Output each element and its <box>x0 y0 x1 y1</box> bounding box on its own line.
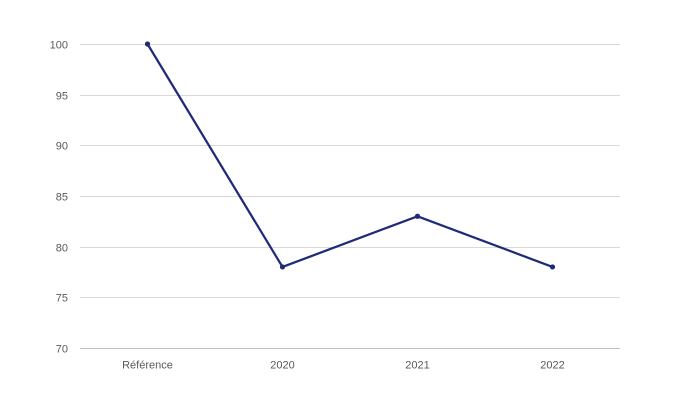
y-tick-labels: 70 75 80 85 90 95 100 <box>50 40 68 356</box>
y-tick-label: 90 <box>56 141 68 153</box>
data-point[interactable] <box>144 41 151 47</box>
x-tick-labels: Référence 2020 2021 2022 <box>122 360 565 372</box>
y-tick-label: 100 <box>50 40 68 52</box>
series-layer <box>144 41 556 270</box>
y-tick-label: 75 <box>56 293 68 305</box>
x-tick-label: 2020 <box>270 360 294 372</box>
y-tick-label: 95 <box>56 91 68 103</box>
x-tick-label: Référence <box>122 360 173 372</box>
y-tick-label: 85 <box>56 192 68 204</box>
series-line <box>146 42 554 269</box>
x-tick-label: 2021 <box>405 360 429 372</box>
data-point[interactable] <box>549 264 556 270</box>
y-tick-label: 80 <box>56 243 68 255</box>
data-point[interactable] <box>279 264 286 270</box>
data-point[interactable] <box>414 213 421 219</box>
gridlines <box>80 44 620 298</box>
y-tick-label: 70 <box>56 344 68 356</box>
x-tick-label: 2022 <box>540 360 564 372</box>
